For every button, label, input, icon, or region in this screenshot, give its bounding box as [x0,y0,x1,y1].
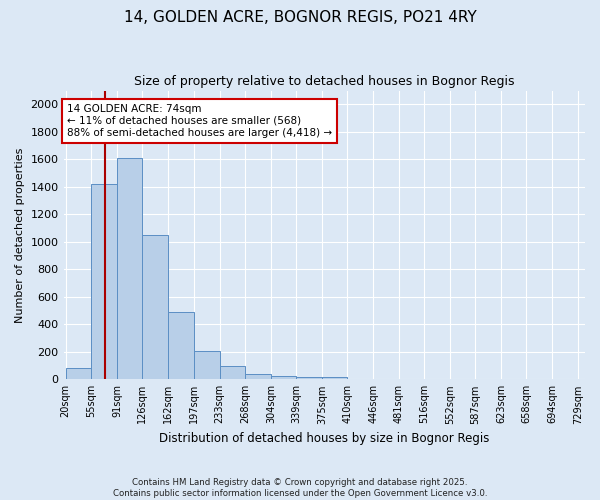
Bar [91,184,117,380]
Text: 14, GOLDEN ACRE, BOGNOR REGIS, PO21 4RY: 14, GOLDEN ACRE, BOGNOR REGIS, PO21 4RY [124,10,476,25]
Bar [117,158,142,380]
Bar [66,368,91,380]
Y-axis label: Number of detached properties: Number of detached properties [15,147,25,322]
Bar [296,377,322,380]
Title: Size of property relative to detached houses in Bognor Regis: Size of property relative to detached ho… [134,75,515,88]
Text: 14 GOLDEN ACRE: 74sqm
← 11% of detached houses are smaller (568)
88% of semi-det: 14 GOLDEN ACRE: 74sqm ← 11% of detached … [67,104,332,138]
Bar [220,366,245,380]
Bar [194,351,220,380]
X-axis label: Distribution of detached houses by size in Bognor Regis: Distribution of detached houses by size … [159,432,490,445]
Bar [245,374,271,380]
Bar [168,312,194,380]
Bar [271,376,296,380]
Text: Contains HM Land Registry data © Crown copyright and database right 2025.
Contai: Contains HM Land Registry data © Crown c… [113,478,487,498]
Bar [322,377,347,380]
Bar [142,235,168,380]
